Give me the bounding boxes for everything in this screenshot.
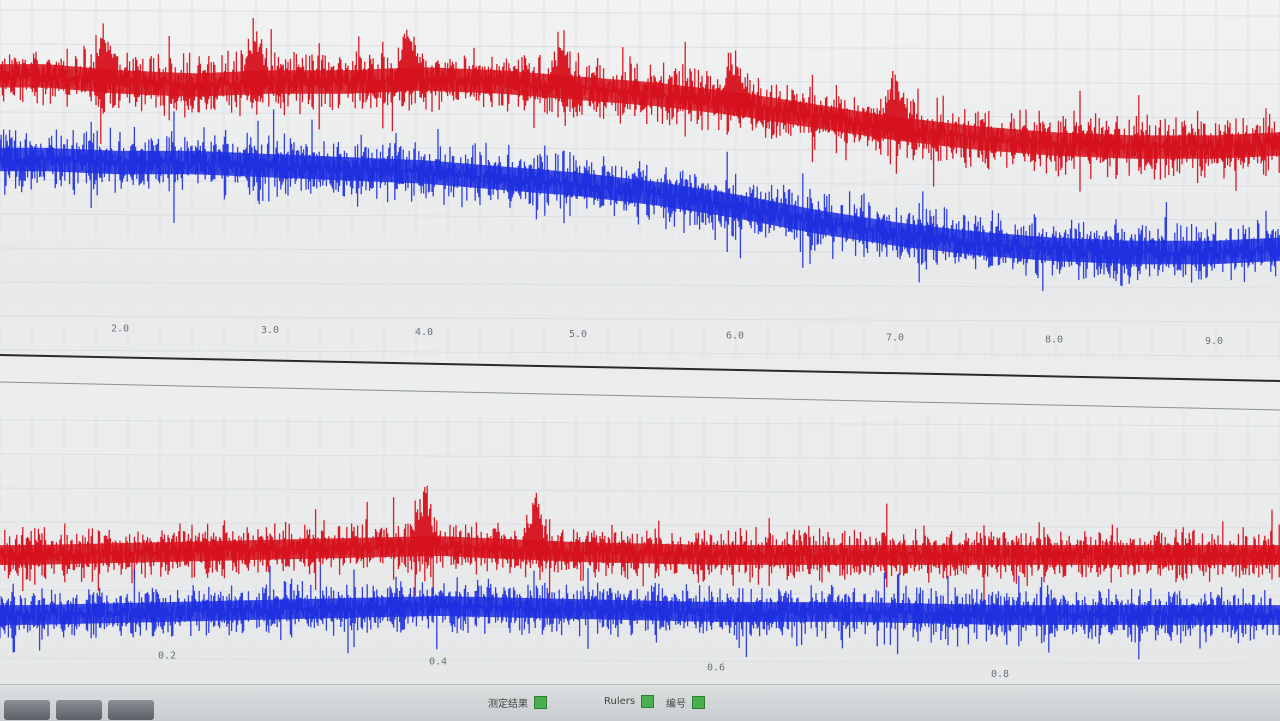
x-tick-label: 9.0	[1205, 336, 1223, 347]
blue-series-band	[0, 147, 1280, 265]
taskbar	[0, 700, 204, 720]
grid-line	[0, 521, 1280, 529]
taskbar-button[interactable]	[4, 700, 50, 720]
panel-border	[0, 381, 1280, 411]
status-item-number[interactable]: 编号	[666, 695, 705, 710]
x-tick-label: 4.0	[415, 327, 433, 338]
grid-line	[0, 43, 1280, 51]
status-bar: 测定结果 Rulers 编号	[0, 684, 1280, 721]
status-item-results[interactable]: 测定结果	[488, 695, 547, 710]
blue-series-band	[0, 596, 1280, 625]
taskbar-button[interactable]	[56, 700, 102, 720]
x-tick-label: 0.2	[158, 651, 176, 662]
grid-line	[0, 213, 1280, 221]
checkbox-icon[interactable]	[641, 695, 655, 708]
panel-divider	[0, 354, 1280, 382]
grid-line	[0, 419, 1280, 427]
x-tick-label: 0.8	[991, 669, 1009, 680]
x-tick-label: 0.4	[429, 657, 447, 668]
checkbox-icon[interactable]	[692, 696, 705, 709]
x-tick-label: 7.0	[886, 332, 904, 343]
grid-line	[0, 453, 1280, 461]
bottom-panel-series	[0, 485, 1280, 660]
status-label-number: 编号	[666, 699, 686, 710]
checkbox-icon[interactable]	[534, 696, 547, 709]
top-panel-series	[0, 18, 1280, 291]
grid-line	[0, 657, 1280, 665]
x-tick-label: 2.0	[111, 323, 129, 334]
red-series-band	[0, 536, 1280, 565]
red-series-band	[0, 64, 1280, 159]
x-tick-labels: 2.0 3.0 4.0 5.0 6.0 7.0 8.0 9.0 0.2 0.4 0.6 0.8	[111, 323, 1223, 679]
x-tick-label: 8.0	[1045, 334, 1063, 345]
grid-line	[0, 281, 1280, 289]
status-label-rulers: Rulers	[604, 696, 636, 707]
status-item-rulers[interactable]: Rulers	[604, 695, 655, 708]
grid-line	[0, 589, 1280, 597]
x-tick-label: 6.0	[726, 331, 744, 342]
grid-line	[0, 111, 1280, 119]
status-label-results: 测定结果	[488, 699, 528, 710]
grid-line	[0, 315, 1280, 323]
grid-line	[0, 9, 1280, 17]
x-tick-label: 5.0	[569, 329, 587, 340]
taskbar-button[interactable]	[108, 700, 154, 720]
grid-line	[0, 487, 1280, 495]
grid-line	[0, 349, 1280, 357]
x-tick-label: 0.6	[707, 663, 725, 674]
x-tick-label: 3.0	[261, 325, 279, 336]
